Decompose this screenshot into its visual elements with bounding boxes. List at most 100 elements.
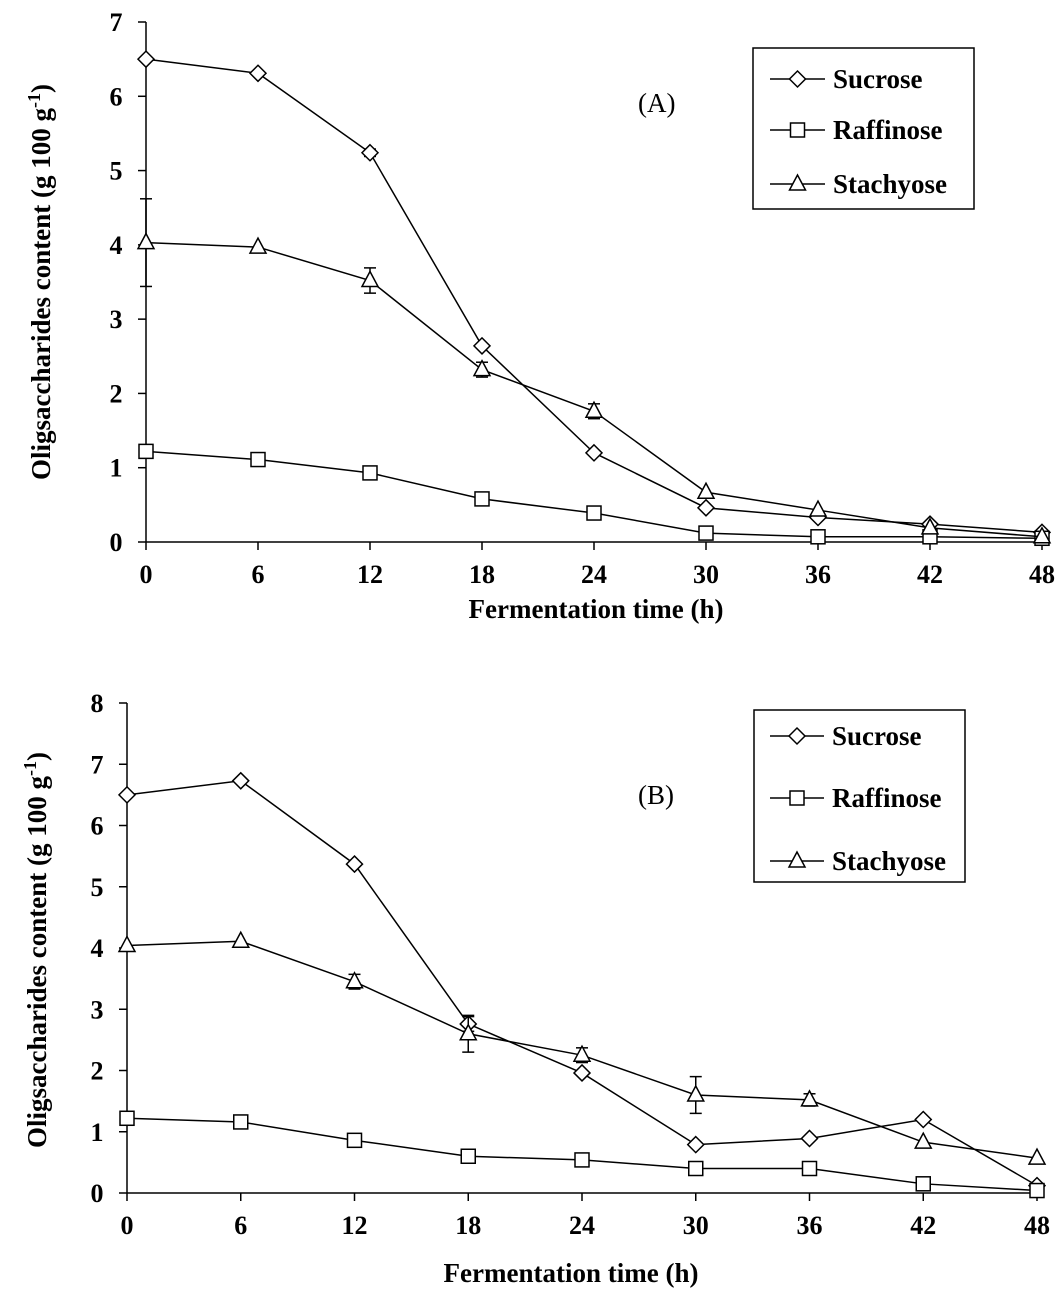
data-point [810,529,826,545]
data-point [136,232,156,250]
y-tick-label: 5 [91,873,104,902]
legend-item: Sucrose [770,721,922,751]
data-point [914,1131,933,1149]
data-point [584,400,604,419]
x-tick-label: 18 [455,1211,481,1240]
x-tick-label: 42 [910,1211,936,1240]
data-point [688,1160,704,1177]
data-point [586,505,602,521]
data-point [572,1044,592,1062]
legend: Sucrose Raffinose Stachyose [753,709,966,883]
x-axis-title: Fermentation time (h) [469,594,724,624]
x-tick-label: 48 [1024,1211,1050,1240]
legend-item: Stachyose [770,169,947,199]
data-point [584,443,604,462]
y-tick-label: 1 [91,1118,104,1147]
legend-label: Raffinose [832,783,942,813]
y-tick-label: 5 [110,157,123,186]
data-point [136,50,156,69]
x-tick-label: 36 [805,560,831,589]
y-tick-label: 2 [110,379,123,408]
y-axis-title-main: Oligsaccharides content (g 100 g [26,108,56,480]
legend-marker [788,69,807,89]
legend-item: Raffinose [770,115,943,145]
y-tick-label: 3 [91,995,104,1024]
data-point [345,855,364,874]
data-point [117,785,137,804]
legend-marker [789,790,805,806]
y-tick-label: 7 [91,750,104,779]
x-tick-label: 42 [917,560,943,589]
y-axis-title: Oligsaccharides content (g 100 g-1) [24,84,56,480]
series-line [145,241,1043,538]
data-point [472,336,492,355]
y-tick-label: 0 [91,1179,104,1208]
data-point [472,359,492,377]
data-point [686,1084,705,1102]
y-tick-label: 8 [91,689,104,718]
y-axis-title: Oligsaccharides content (g 100 g-1) [20,752,52,1148]
y-tick-label: 0 [110,528,123,557]
data-point [915,1176,931,1192]
data-point [1027,1147,1047,1165]
data-point [801,1160,818,1177]
legend: Sucrose Raffinose Stachyose [752,47,975,210]
x-tick-label: 12 [357,560,383,589]
legend-item: Sucrose [770,64,923,94]
legend-box [753,709,966,883]
x-tick-label: 12 [342,1211,368,1240]
data-point [138,443,154,460]
y-axis-title-main: Oligsaccharides content (g 100 g [22,776,52,1148]
y-tick-label: 6 [91,812,104,841]
data-point [920,517,940,535]
x-tick-label: 24 [581,560,607,589]
data-point [459,1023,478,1041]
x-tick-label: 24 [569,1211,595,1240]
data-point [914,1110,933,1129]
legend-item: Stachyose [770,846,946,876]
data-point [231,930,250,949]
y-axis-title-end: ) [22,752,52,761]
data-point [248,64,268,83]
legend-marker [788,173,807,191]
y-tick-label: 1 [110,454,123,483]
data-point [346,1132,363,1149]
x-tick-label: 30 [693,560,719,589]
x-tick-label: 0 [140,560,153,589]
data-point [698,525,714,541]
data-point [696,498,716,517]
legend-item: Raffinose [770,783,942,813]
y-tick-label: 2 [91,1057,104,1086]
series-stachyose [136,198,1052,544]
x-tick-label: 36 [797,1211,823,1240]
legend-label: Sucrose [832,721,922,751]
data-point [119,1110,135,1127]
data-point [474,491,490,507]
data-point [460,1148,476,1164]
data-point [696,481,716,499]
x-tick-label: 6 [252,560,265,589]
legend-label: Raffinose [833,115,943,145]
data-point [572,1063,592,1083]
y-tick-label: 4 [110,231,123,260]
y-tick-label: 7 [110,8,123,37]
data-point [360,269,380,288]
legend-marker [789,122,806,138]
y-axis-title-sup: -1 [20,761,40,776]
data-point [574,1152,590,1168]
legend-label: Stachyose [833,169,947,199]
data-point [233,1114,249,1130]
data-point [1032,526,1052,544]
data-point [800,1129,819,1148]
x-tick-label: 6 [234,1211,247,1240]
data-point [808,499,828,517]
data-point [800,1089,819,1107]
data-point [248,236,268,254]
data-point [362,465,378,481]
data-point [360,143,380,162]
y-tick-label: 3 [110,305,123,334]
series-raffinose [119,1110,1045,1199]
panel-label: (B) [638,780,674,810]
